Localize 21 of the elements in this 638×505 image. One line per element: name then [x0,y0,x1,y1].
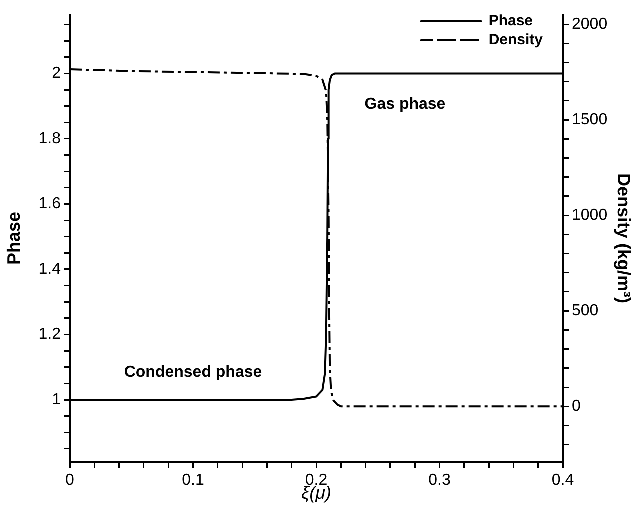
y-tick-label: 1.4 [38,260,62,278]
y2-tick-label: 0 [572,398,581,416]
annotation: Condensed phase [124,364,262,382]
y-tick-label: 1.2 [38,326,62,344]
y2-tick-label: 1500 [572,111,608,128]
legend-label: Density [488,32,544,49]
y2-tick-label: 1000 [572,206,608,224]
y-tick-label: 1.8 [38,130,62,148]
y-tick-label: 1 [52,391,62,408]
y2-tick-label: 500 [572,302,599,320]
y-tick-label: 2 [52,65,62,82]
legend-label: Phase [488,12,534,30]
x-tick-label: 0.4 [552,472,574,490]
y2-axis-title: Density (kg/m³) [614,173,634,304]
x-tick-label: 0.3 [428,472,451,490]
annotation: Gas phase [364,96,446,113]
y-axis-title: Phase [4,212,24,266]
x-tick-label: 0.1 [182,472,204,490]
y-tick-label: 1.6 [38,196,62,213]
x-tick-label: 0 [66,472,75,490]
y2-tick-label: 2000 [572,16,608,33]
